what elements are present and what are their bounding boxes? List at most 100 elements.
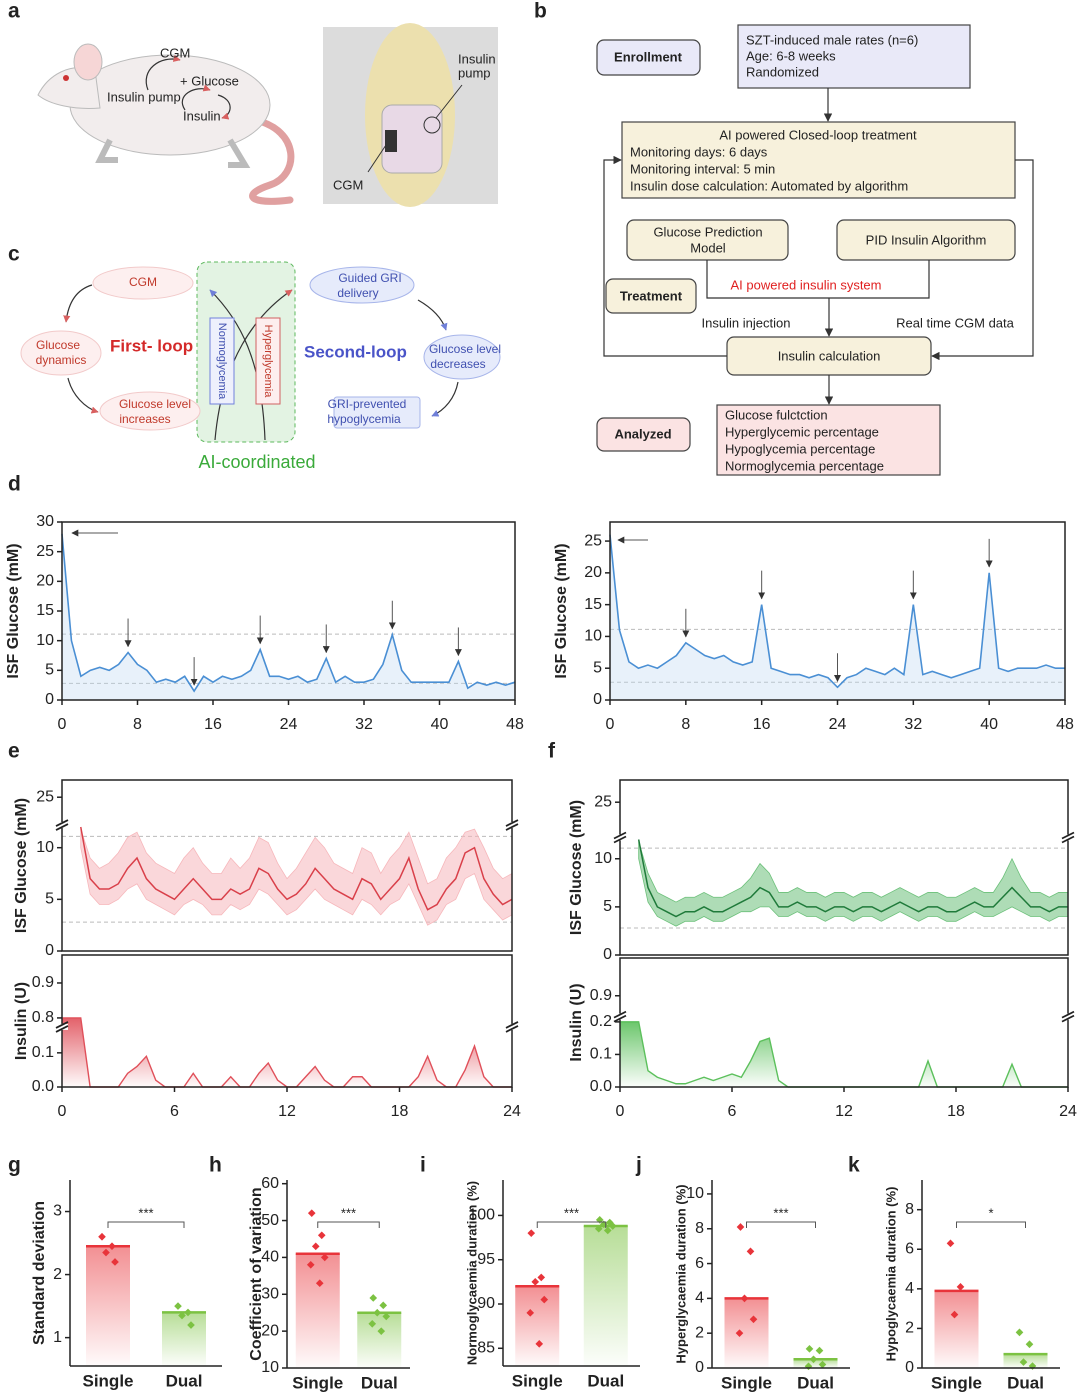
y-tick-label: 0.1 [32, 1044, 54, 1061]
axis-break [613, 831, 627, 844]
plot-frame [61, 779, 513, 952]
box-text: Glucose Prediction [653, 224, 762, 239]
x-tick-label: 0 [58, 716, 67, 733]
significance-bracket [746, 1221, 816, 1228]
y-tick-label: 10 [261, 1359, 279, 1376]
panel-label: j [635, 1154, 642, 1177]
y-tick-label: 20 [261, 1322, 279, 1339]
y-tick-label: 4 [695, 1290, 704, 1307]
ai-label: AI-coordinated [198, 452, 315, 472]
axis-break-gap [614, 1013, 626, 1020]
node-label: increases [119, 412, 170, 426]
y-tick-label: 0.0 [590, 1078, 612, 1095]
x-tick-label: 8 [133, 716, 142, 733]
data-point [369, 1294, 378, 1302]
y-axis-label: Insulin (U) [13, 982, 30, 1060]
vertical-label: Hyperglycemia [262, 325, 274, 399]
panel-label: a [8, 0, 20, 23]
box-text: Hypoglycemia percentage [725, 441, 875, 456]
y-tick-label: 50 [261, 1212, 279, 1229]
significance-label: *** [138, 1205, 153, 1220]
data-point [749, 1315, 758, 1324]
data-point [379, 1301, 388, 1310]
y-tick-label: 5 [593, 659, 602, 676]
panel-label: f [548, 740, 556, 763]
y-tick-label: 2 [53, 1266, 62, 1283]
box-text: Monitoring days: 6 days [630, 144, 768, 159]
x-tick-label: Dual [361, 1373, 398, 1392]
loop-diagram [20, 261, 501, 443]
y-axis-label: Hypoglycaemia duration (%) [883, 1187, 898, 1362]
band [638, 841, 1069, 927]
node-label: decreases [430, 357, 485, 371]
axis-break [505, 1021, 519, 1033]
data-point [98, 1232, 106, 1241]
panel-label: d [8, 473, 21, 496]
x-tick-label: 0 [58, 1103, 67, 1120]
y-tick-label: 20 [36, 573, 54, 590]
y-tick-label: 25 [36, 788, 54, 805]
x-tick-label: Dual [1007, 1373, 1044, 1392]
y-axis-label: ISF Glucose (mM) [568, 800, 585, 935]
data-point [531, 1278, 540, 1286]
data-point [594, 1224, 603, 1233]
y-tick-label: 40 [261, 1249, 279, 1266]
x-tick-label: 18 [947, 1103, 965, 1120]
y-axis-label: Standard deviation [31, 1201, 48, 1345]
node-label: delivery [337, 286, 378, 300]
label: Insulin pump [107, 89, 181, 104]
bar [515, 1286, 560, 1366]
data-point [736, 1223, 745, 1231]
y-tick-label: 2 [905, 1320, 914, 1337]
y-tick-label: 3 [53, 1203, 62, 1220]
data-point [317, 1231, 326, 1240]
x-tick-label: 0 [606, 716, 615, 733]
data-point [540, 1295, 549, 1304]
system-label: AI powered insulin system [730, 277, 881, 292]
data-point [818, 1360, 827, 1369]
x-tick-label: 18 [391, 1103, 409, 1120]
axis-break-gap [56, 822, 68, 829]
data-point [1025, 1340, 1034, 1349]
data-point [815, 1346, 824, 1355]
y-axis-label: Insulin (U) [568, 983, 585, 1061]
axis-break [55, 819, 69, 831]
y-tick-label: 0 [695, 1359, 704, 1376]
data-point [950, 1310, 959, 1319]
box-text: Insulin calculation [778, 348, 881, 363]
node-label: CGM [129, 275, 157, 289]
y-tick-label: 0 [45, 942, 54, 959]
node-label: GRI-prevented [328, 397, 407, 411]
y-tick-label: 0 [45, 691, 54, 708]
y-tick-label: 0.2 [590, 1013, 612, 1030]
y-tick-label: 1 [53, 1329, 62, 1346]
x-tick-label: Single [721, 1373, 772, 1392]
axis-break [1061, 1010, 1075, 1023]
y-tick-label: 10 [584, 628, 602, 645]
significance-label: * [988, 1205, 993, 1220]
data-point [535, 1340, 544, 1348]
x-tick-label: Single [292, 1373, 343, 1392]
line [637, 839, 1068, 918]
x-tick-label: 0 [616, 1103, 625, 1120]
bar [162, 1312, 206, 1366]
box-text: Normoglycemia percentage [725, 458, 884, 473]
bar [295, 1253, 340, 1368]
line [61, 533, 516, 693]
y-tick-label: 60 [261, 1175, 279, 1192]
y-tick-label: 20 [584, 564, 602, 581]
box-text: PID Insulin Algorithm [866, 232, 987, 247]
x-tick-label: 40 [431, 716, 449, 733]
y-tick-label: 6 [695, 1255, 704, 1272]
data-point [805, 1345, 814, 1353]
y-axis-label: Normoglycaemia duration (%) [464, 1181, 479, 1365]
y-tick-label: 15 [584, 596, 602, 613]
data-point [809, 1355, 818, 1364]
y-tick-label: 8 [695, 1220, 704, 1237]
axis-break-gap [56, 1023, 68, 1030]
x-tick-label: 48 [506, 716, 524, 733]
area [62, 533, 515, 700]
bar [934, 1290, 979, 1368]
y-tick-label: 0 [905, 1359, 914, 1376]
axis-break-gap [506, 1023, 518, 1030]
